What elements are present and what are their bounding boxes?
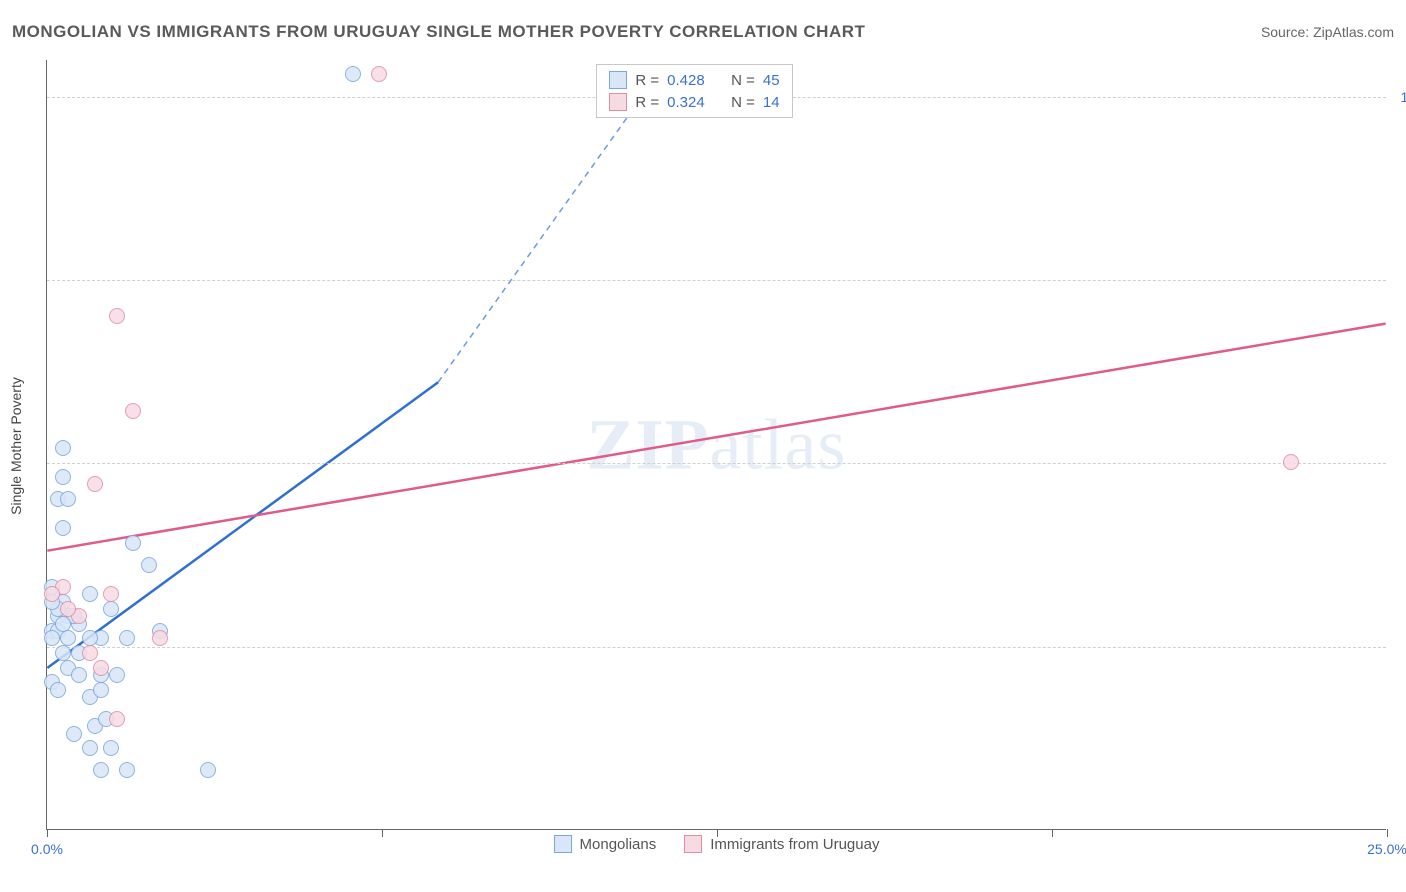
data-point-mongolians	[55, 616, 71, 632]
data-point-uruguay	[103, 586, 119, 602]
data-point-uruguay	[82, 645, 98, 661]
data-point-mongolians	[44, 630, 60, 646]
r-value: 0.324	[667, 94, 717, 111]
legend-swatch	[609, 93, 627, 111]
correlation-legend: R = 0.428 N = 45 R = 0.324 N = 14	[596, 64, 792, 118]
data-point-uruguay	[87, 476, 103, 492]
data-point-uruguay	[109, 711, 125, 727]
data-point-uruguay	[371, 66, 387, 82]
data-point-uruguay	[93, 660, 109, 676]
legend-label: Mongolians	[580, 836, 657, 853]
chart-header: MONGOLIAN VS IMMIGRANTS FROM URUGUAY SIN…	[12, 22, 1394, 42]
data-point-mongolians	[66, 726, 82, 742]
gridline	[47, 463, 1386, 464]
data-point-uruguay	[44, 586, 60, 602]
data-point-mongolians	[55, 440, 71, 456]
chart-source: Source: ZipAtlas.com	[1261, 24, 1394, 40]
r-label: R =	[635, 72, 659, 89]
legend-swatch	[554, 835, 572, 853]
data-point-uruguay	[60, 601, 76, 617]
x-tick-label: 0.0%	[31, 841, 63, 857]
series-legend: Mongolians Immigrants from Uruguay	[554, 835, 880, 853]
data-point-mongolians	[71, 667, 87, 683]
watermark: ZIPatlas	[587, 403, 847, 486]
legend-item-mongolians: Mongolians	[554, 835, 657, 853]
data-point-mongolians	[82, 586, 98, 602]
legend-label: Immigrants from Uruguay	[710, 836, 879, 853]
legend-row-mongolians: R = 0.428 N = 45	[609, 71, 779, 89]
data-point-uruguay	[1283, 454, 1299, 470]
data-point-mongolians	[141, 557, 157, 573]
gridline	[47, 280, 1386, 281]
data-point-mongolians	[103, 740, 119, 756]
legend-swatch	[609, 71, 627, 89]
x-tick	[47, 829, 48, 837]
data-point-mongolians	[93, 762, 109, 778]
r-value: 0.428	[667, 72, 717, 89]
data-point-mongolians	[103, 601, 119, 617]
x-tick-label: 25.0%	[1367, 841, 1406, 857]
data-point-mongolians	[55, 645, 71, 661]
data-point-mongolians	[82, 740, 98, 756]
data-point-mongolians	[93, 682, 109, 698]
r-label: R =	[635, 94, 659, 111]
data-point-mongolians	[60, 491, 76, 507]
data-point-uruguay	[125, 403, 141, 419]
n-value: 45	[763, 72, 780, 89]
data-point-mongolians	[119, 762, 135, 778]
x-tick	[1052, 829, 1053, 837]
data-point-mongolians	[109, 667, 125, 683]
chart-title: MONGOLIAN VS IMMIGRANTS FROM URUGUAY SIN…	[12, 22, 865, 42]
n-value: 14	[763, 94, 780, 111]
data-point-mongolians	[125, 535, 141, 551]
plot-area: ZIPatlas 25.0%50.0%75.0%100.0%0.0%25.0%R…	[46, 60, 1386, 830]
n-label: N =	[731, 94, 755, 111]
data-point-mongolians	[345, 66, 361, 82]
gridline	[47, 647, 1386, 648]
y-tick-label: 100.0%	[1401, 89, 1406, 105]
x-tick	[382, 829, 383, 837]
data-point-mongolians	[50, 682, 66, 698]
legend-item-uruguay: Immigrants from Uruguay	[684, 835, 879, 853]
x-tick	[1387, 829, 1388, 837]
data-point-uruguay	[109, 308, 125, 324]
data-point-mongolians	[119, 630, 135, 646]
data-point-mongolians	[200, 762, 216, 778]
legend-swatch	[684, 835, 702, 853]
y-axis-title: Single Mother Poverty	[8, 377, 24, 515]
data-point-mongolians	[82, 630, 98, 646]
data-point-uruguay	[152, 630, 168, 646]
data-point-mongolians	[55, 469, 71, 485]
regression-lines	[47, 60, 1386, 829]
legend-row-uruguay: R = 0.324 N = 14	[609, 93, 779, 111]
data-point-mongolians	[60, 630, 76, 646]
n-label: N =	[731, 72, 755, 89]
data-point-mongolians	[55, 520, 71, 536]
